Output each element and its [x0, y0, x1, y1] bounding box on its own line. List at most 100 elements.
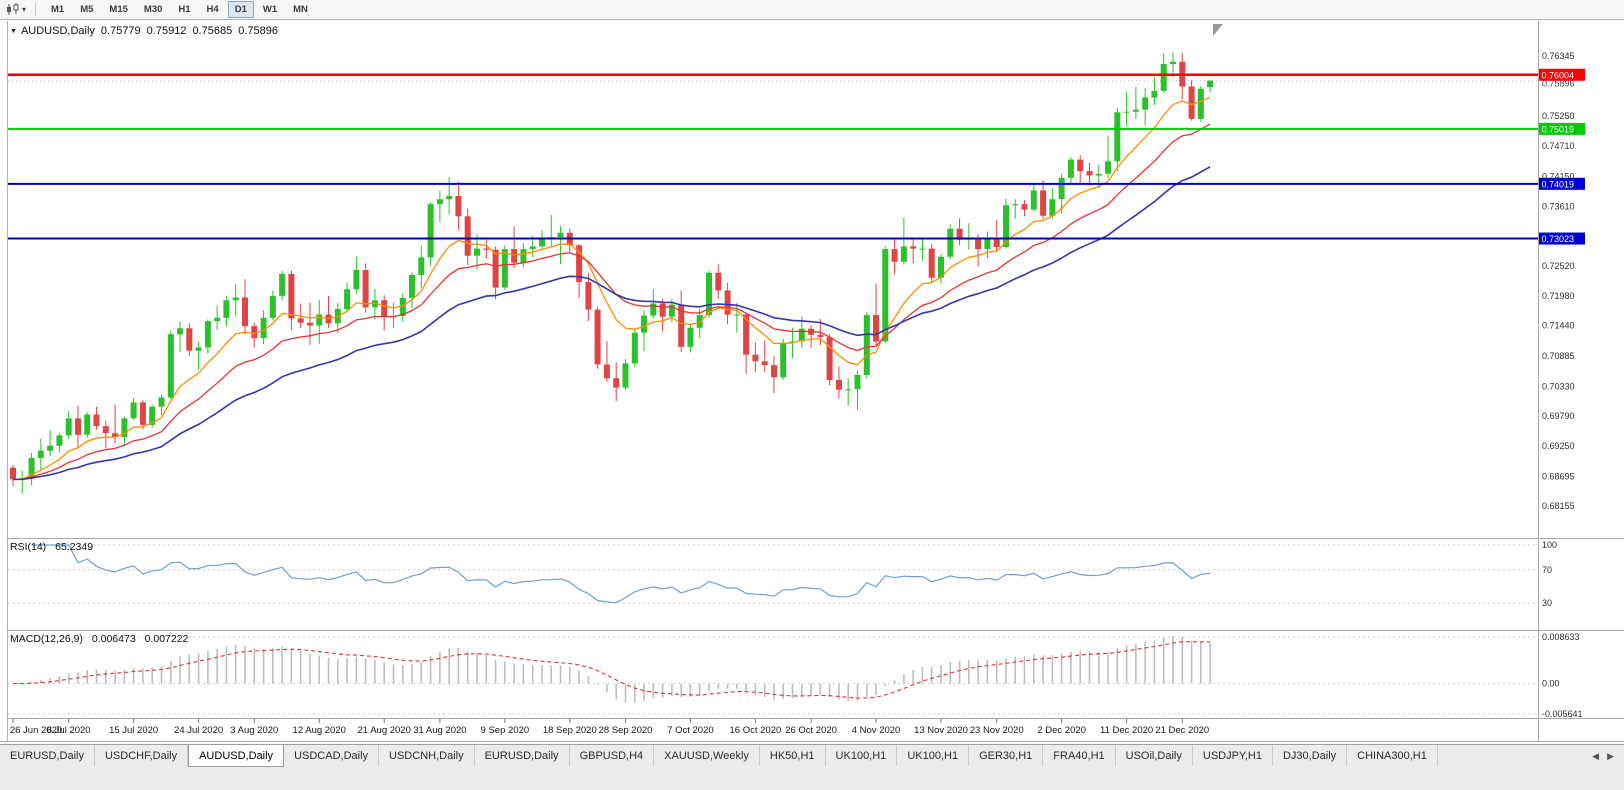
svg-text:13 Nov 2020: 13 Nov 2020 [914, 725, 968, 736]
macd-histogram [30, 636, 1211, 703]
chart-tab-usdcad-daily[interactable]: USDCAD,Daily [284, 745, 380, 766]
svg-text:30: 30 [1542, 598, 1552, 608]
svg-text:0.75019: 0.75019 [1542, 124, 1575, 134]
rsi-line [31, 544, 1211, 604]
tab-scroll-arrows: ◀ ▶ [1588, 745, 1624, 767]
svg-text:0.74019: 0.74019 [1542, 179, 1575, 189]
timeframe-button-m30[interactable]: M30 [143, 4, 163, 15]
chart-tab-uk100-h1[interactable]: UK100,H1 [897, 745, 970, 766]
svg-text:0.69790: 0.69790 [1542, 411, 1575, 421]
svg-text:0.73023: 0.73023 [1542, 234, 1575, 244]
svg-text:0.008633: 0.008633 [1542, 632, 1580, 642]
svg-text:21 Aug 2020: 21 Aug 2020 [358, 725, 411, 736]
rsi-label: RSI(14) [10, 541, 47, 553]
timeframe-button-d1[interactable]: D1 [227, 1, 254, 18]
rsi-panel-label: RSI(14) 65.2349 [10, 541, 99, 553]
svg-text:0.69250: 0.69250 [1542, 441, 1575, 451]
chart-tab-eurusd-daily[interactable]: EURUSD,Daily [0, 745, 95, 766]
timeframe-button-m5[interactable]: M5 [80, 4, 94, 15]
svg-text:16 Oct 2020: 16 Oct 2020 [730, 725, 782, 736]
price-axis[interactable]: 0.76345 0.75250 0.74710 0.74150 0.73610 0.725… [1539, 51, 1585, 511]
svg-text:0.70330: 0.70330 [1542, 382, 1575, 392]
timeframe-button-m1[interactable]: M1 [51, 4, 65, 15]
candlestick-glyph [7, 3, 19, 15]
svg-text:9 Sep 2020: 9 Sep 2020 [481, 725, 530, 736]
svg-text:0.74150: 0.74150 [1542, 172, 1575, 182]
timeframe-button-m15[interactable]: M15 [109, 4, 128, 15]
price-badge-0.73023: 0.73023 [1539, 232, 1585, 245]
svg-text:100: 100 [1542, 540, 1557, 550]
timeframe-button-mn[interactable]: MN [293, 4, 308, 15]
svg-text:23 Nov 2020: 23 Nov 2020 [970, 725, 1024, 736]
macd-main-value: 0.006473 [91, 633, 136, 645]
svg-text:11 Dec 2020: 11 Dec 2020 [1100, 725, 1153, 736]
svg-text:-0.005641: -0.005641 [1542, 709, 1583, 719]
chart-tab-uk100-h1[interactable]: UK100,H1 [826, 745, 898, 766]
svg-text:7 Oct 2020: 7 Oct 2020 [667, 725, 713, 736]
timeframe-toolbar: ▾ M1 M5 M15 M30 H1 H4 D1 W1 MN [0, 0, 1624, 20]
chart-tab-china300-h1[interactable]: CHINA300,H1 [1347, 745, 1438, 766]
svg-text:0.76004: 0.76004 [1542, 70, 1575, 80]
rsi-panel: 100 70 30 [8, 540, 1557, 608]
chart-symbol-title: AUDUSD,Daily [20, 25, 95, 37]
price-badge-0.76004: 0.76004 [1539, 68, 1585, 81]
tab-scroll-right-icon[interactable]: ▶ [1607, 750, 1614, 761]
macd-panel-label: MACD(12,26,9) 0.006473 0.007222 [10, 633, 194, 645]
svg-text:26 Jun 2020: 26 Jun 2020 [10, 725, 62, 736]
svg-text:70: 70 [1542, 565, 1552, 575]
chart-type-dropdown-icon[interactable]: ▾ [22, 5, 27, 14]
macd-label: MACD(12,26,9) [10, 633, 83, 645]
svg-text:0.68695: 0.68695 [1542, 471, 1575, 481]
chart-tab-gbpusd-h4[interactable]: GBPUSD,H4 [570, 745, 655, 766]
macd-signal-line [13, 641, 1211, 699]
chart-tab-ger30-h1[interactable]: GER30,H1 [969, 745, 1044, 766]
svg-text:31 Aug 2020: 31 Aug 2020 [413, 725, 466, 736]
chart-frame [0, 21, 1624, 742]
svg-text:0.76345: 0.76345 [1542, 51, 1575, 61]
timeframe-button-w1[interactable]: W1 [262, 4, 278, 15]
tab-scroll-left-icon[interactable]: ◀ [1592, 750, 1600, 761]
svg-text:21 Dec 2020: 21 Dec 2020 [1155, 725, 1209, 736]
toolbar-separator [35, 3, 37, 16]
svg-text:28 Sep 2020: 28 Sep 2020 [599, 725, 653, 736]
ma-medium-line [12, 123, 1211, 481]
ohlc-open: 0.75779 [100, 25, 141, 37]
svg-text:0.74710: 0.74710 [1542, 141, 1575, 151]
chart-tab-xauusd-weekly[interactable]: XAUUSD,Weekly [654, 745, 760, 766]
svg-text:0.70885: 0.70885 [1542, 351, 1575, 361]
svg-text:0.71980: 0.71980 [1542, 291, 1575, 301]
svg-text:4 Nov 2020: 4 Nov 2020 [852, 725, 901, 736]
svg-text:15 Jul 2020: 15 Jul 2020 [109, 725, 158, 736]
ohlc-low: 0.75685 [192, 25, 233, 37]
chart-tab-hk50-h1[interactable]: HK50,H1 [760, 745, 826, 766]
svg-text:24 Jul 2020: 24 Jul 2020 [174, 725, 223, 736]
timeframe-button-h1[interactable]: H1 [178, 4, 191, 15]
chart-tab-eurusd-daily[interactable]: EURUSD,Daily [475, 745, 570, 766]
svg-text:3 Aug 2020: 3 Aug 2020 [230, 725, 278, 736]
horizontal-lines[interactable] [8, 73, 1538, 240]
chart-tab-usdchf-daily[interactable]: USDCHF,Daily [95, 745, 189, 766]
ohlc-high: 0.75912 [146, 25, 187, 37]
candlesticks [10, 51, 1214, 494]
macd-panel: 0.008633 0.00 -0.005641 [8, 632, 1583, 719]
collapse-triangle-icon[interactable]: ▼ [10, 27, 17, 35]
chart-tab-usdjpy-h1[interactable]: USDJPY,H1 [1193, 745, 1273, 766]
chart-tab-usoil-daily[interactable]: USOil,Daily [1116, 745, 1193, 766]
svg-text:2 Dec 2020: 2 Dec 2020 [1037, 725, 1086, 736]
chart-tab-fra40-h1[interactable]: FRA40,H1 [1043, 745, 1116, 766]
svg-text:0.75250: 0.75250 [1542, 111, 1575, 121]
chart-tab-audusd-daily[interactable]: AUDUSD,Daily [188, 745, 285, 767]
chart-shift-marker[interactable] [1213, 24, 1223, 36]
svg-text:6 Jul 2020: 6 Jul 2020 [47, 725, 91, 736]
svg-text:18 Sep 2020: 18 Sep 2020 [543, 725, 597, 736]
current-price-axis-label: 0.75896 [1542, 79, 1575, 89]
svg-text:0.73610: 0.73610 [1542, 201, 1575, 211]
rsi-value: 65.2349 [55, 541, 94, 553]
chart-tab-usdcnh-daily[interactable]: USDCNH,Daily [379, 745, 475, 766]
chart-tab-dj30-daily[interactable]: DJ30,Daily [1273, 745, 1348, 766]
ma-slow-line [12, 166, 1211, 481]
timeframe-button-h4[interactable]: H4 [206, 4, 219, 15]
chart-type-icon[interactable] [4, 3, 22, 17]
